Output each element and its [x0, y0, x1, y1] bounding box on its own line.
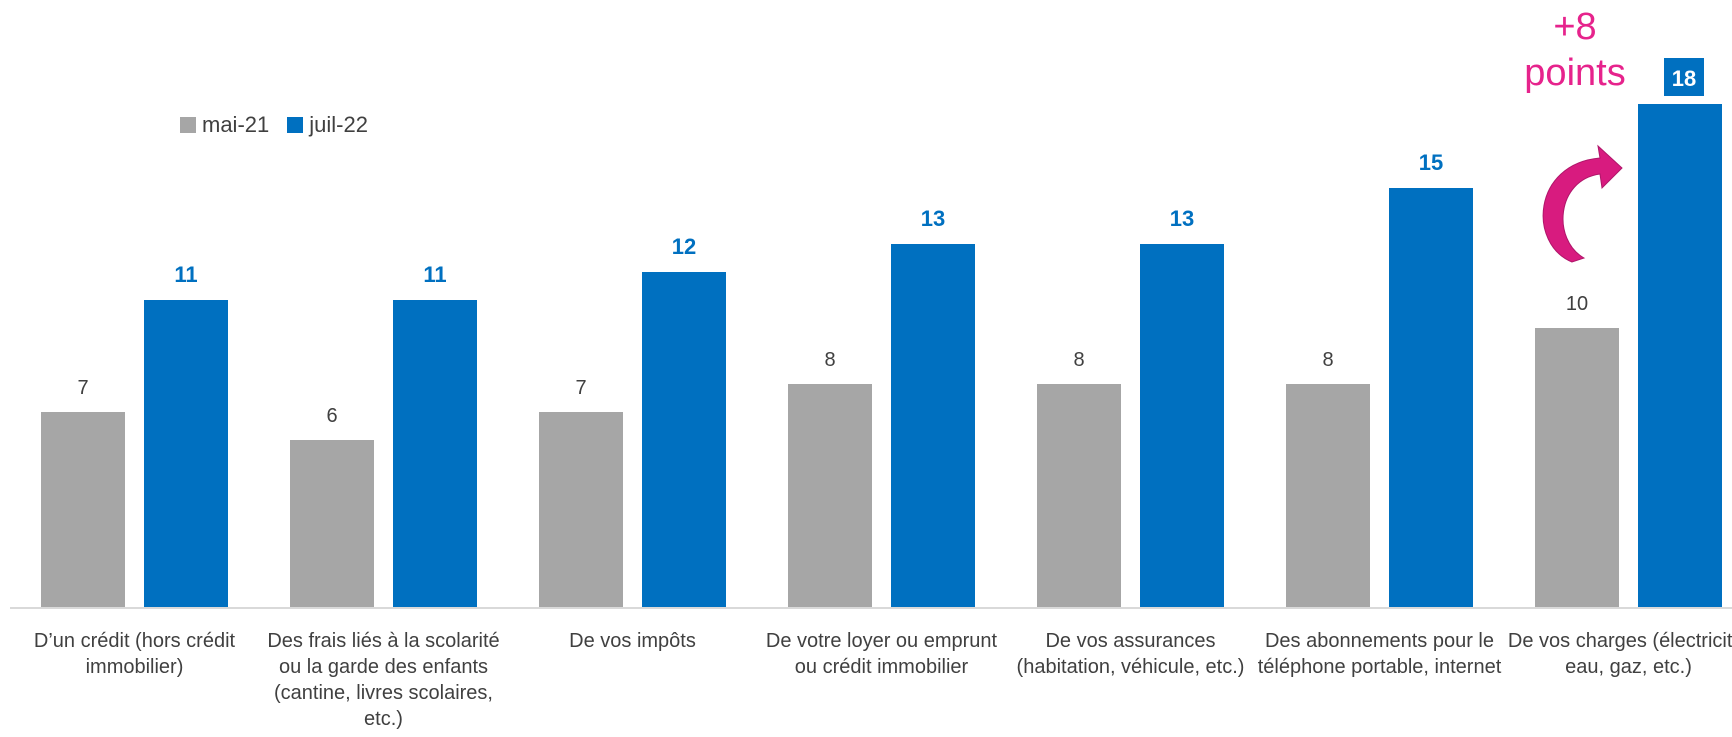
bar-mai-21-1 [41, 412, 125, 608]
x-tick-label-4: De votre loyer ou emprunt ou crédit immo… [765, 630, 998, 678]
value-label-mai-21-4: 8 [824, 349, 835, 371]
x-tick-label-1: D’un crédit (hors crédit immobilier) [33, 630, 236, 678]
curved-arrow [1542, 144, 1623, 263]
bar-juil-22-7 [1638, 104, 1722, 608]
legend-swatch-juil-22 [287, 117, 304, 133]
legend-label-juil-22: juil-22 [309, 112, 368, 137]
legend-item-mai-21: mai-21 [180, 112, 269, 138]
value-label-juil-22-7: 18 [1672, 66, 1696, 91]
x-tick-label-2: Des frais liés à la scolarité ou la gard… [267, 630, 500, 730]
bar-juil-22-1 [144, 300, 228, 608]
bar-mai-21-5 [1037, 384, 1121, 608]
legend-item-juil-22: juil-22 [287, 112, 368, 138]
value-label-mai-21-6: 8 [1322, 349, 1333, 371]
bar-mai-21-6 [1286, 384, 1370, 608]
value-label-juil-22-2: 11 [423, 262, 446, 287]
value-label-juil-22-5: 13 [1170, 206, 1194, 231]
value-label-juil-22-6: 15 [1419, 150, 1443, 175]
value-label-mai-21-5: 8 [1073, 349, 1084, 371]
x-tick-label-6: Des abonnements pour le téléphone portab… [1257, 630, 1502, 678]
legend-swatch-mai-21 [180, 117, 196, 133]
bar-mai-21-3 [539, 412, 623, 608]
value-label-mai-21-7: 10 [1566, 293, 1588, 315]
bar-mai-21-2 [290, 440, 374, 608]
value-label-juil-22-4: 13 [921, 206, 945, 231]
bar-mai-21-7 [1535, 328, 1619, 608]
value-label-juil-22-1: 11 [174, 262, 197, 287]
x-tick-label-5: De vos assurances (habitation, véhicule,… [1016, 630, 1245, 678]
bar-juil-22-3 [642, 272, 726, 608]
bar-juil-22-5 [1140, 244, 1224, 608]
x-tick-label-3: De vos impôts [569, 630, 696, 652]
value-label-mai-21-2: 6 [326, 405, 337, 427]
bar-juil-22-2 [393, 300, 477, 608]
value-label-mai-21-1: 7 [77, 377, 88, 399]
bar-juil-22-6 [1389, 188, 1473, 608]
bars-layer: 7 11 6 11 7 12 8 13 8 13 8 15 10 18 [41, 58, 1722, 608]
legend: mai-21 juil-22 [180, 112, 368, 138]
value-label-mai-21-3: 7 [575, 377, 586, 399]
annotation-plus-8-points: +8 points [1524, 6, 1626, 94]
value-label-juil-22-3: 12 [672, 234, 696, 259]
x-tick-label-7: De vos charges (électricité, eau, gaz, e… [1507, 630, 1732, 678]
curved-arrow-icon [1542, 144, 1623, 263]
bar-juil-22-4 [891, 244, 975, 608]
bar-mai-21-4 [788, 384, 872, 608]
value-label-box [1664, 58, 1704, 96]
legend-label-mai-21: mai-21 [202, 112, 270, 137]
